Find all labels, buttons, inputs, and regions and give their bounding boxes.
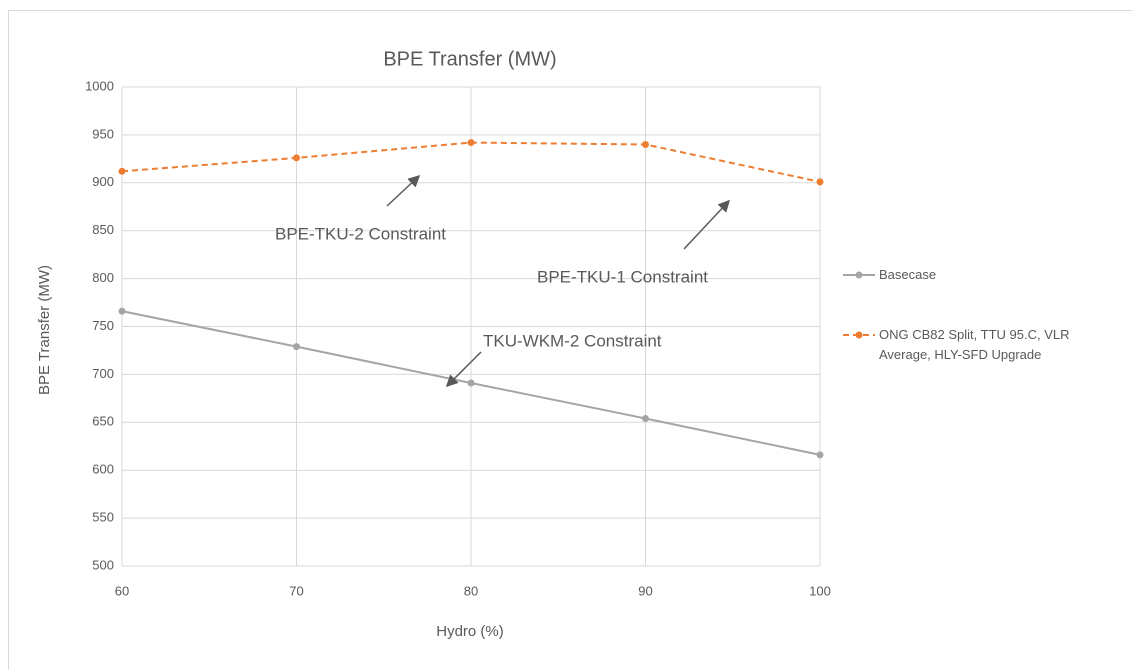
annotation-arrow: [386, 174, 421, 207]
data-point: [816, 178, 824, 186]
legend-marker: [855, 331, 863, 339]
y-tick-label: 900: [92, 174, 114, 189]
y-tick-label: 600: [92, 462, 114, 477]
data-point: [118, 167, 126, 175]
data-point: [467, 139, 475, 147]
annotation: BPE-TKU-1 Constraint: [537, 267, 708, 286]
data-point: [118, 307, 126, 315]
data-point: [642, 140, 649, 148]
data-point: [293, 154, 300, 162]
y-tick-label: 1000: [85, 78, 114, 93]
x-tick-label: 100: [809, 583, 831, 598]
x-tick-label: 60: [115, 583, 129, 598]
y-tick-label: 950: [92, 126, 114, 141]
chart-border: [8, 10, 1132, 670]
y-axis-label: BPE Transfer (MW): [36, 265, 53, 395]
annotation: TKU-WKM-2 Constraint: [483, 331, 662, 350]
annotation-arrow: [683, 199, 731, 250]
y-tick-label: 700: [92, 366, 114, 381]
annotation: BPE-TKU-2 Constraint: [275, 224, 446, 243]
y-tick-label: 850: [92, 222, 114, 237]
x-tick-label: 80: [464, 583, 478, 598]
y-tick-label: 750: [92, 318, 114, 333]
y-tick-label: 650: [92, 414, 114, 429]
data-point: [816, 451, 824, 459]
x-tick-label: 70: [289, 583, 303, 598]
legend-label: ONG CB82 Split, TTU 95.C, VLR Average, H…: [879, 327, 1070, 362]
data-point: [293, 343, 300, 351]
annotation-arrow: [445, 351, 482, 388]
y-tick-label: 550: [92, 510, 114, 525]
plot: 500 550 600 650 700 750 800 850 900 950 1000 60 70 80…: [85, 78, 831, 598]
data-point: [467, 379, 475, 387]
y-tick-label: 500: [92, 557, 114, 572]
legend-marker: [855, 271, 863, 279]
chart-title: BPE Transfer (MW): [383, 48, 556, 70]
x-axis-label: Hydro (%): [436, 623, 504, 640]
data-point: [642, 414, 649, 422]
legend-label: Basecase: [879, 267, 937, 282]
x-tick-label: 90: [638, 583, 652, 598]
y-tick-label: 800: [92, 270, 114, 285]
